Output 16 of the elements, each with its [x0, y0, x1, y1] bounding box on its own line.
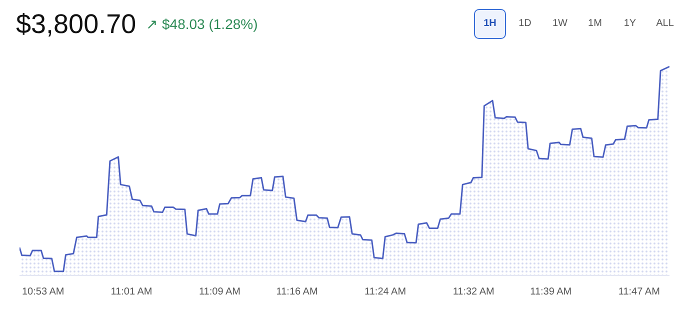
- text: ALL: [655, 17, 675, 32]
- x-tick-label: 11:24 AM: [364, 286, 406, 298]
- x-tick-label: 11:09 AM: [199, 286, 241, 298]
- x-tick-label: 11:47 AM: [618, 286, 660, 298]
- x-tick-label: 11:32 AM: [452, 286, 494, 298]
- x-tick-label: 10:53 AM: [22, 286, 64, 298]
- x-tick-label: 11:16 AM: [276, 286, 318, 298]
- text: 1Y: [622, 17, 638, 32]
- chart-subtitle: ↗ $48.03 (1.28%): [146, 15, 258, 34]
- text: 1H: [474, 9, 506, 40]
- text: 1M: [587, 17, 603, 32]
- text: 1W: [552, 17, 568, 32]
- x-tick-label: 11:01 AM: [110, 286, 152, 298]
- x-tick-label: 11:39 AM: [530, 286, 572, 298]
- text: 1D: [518, 17, 532, 32]
- chart-title: $3,800.70: [16, 8, 136, 41]
